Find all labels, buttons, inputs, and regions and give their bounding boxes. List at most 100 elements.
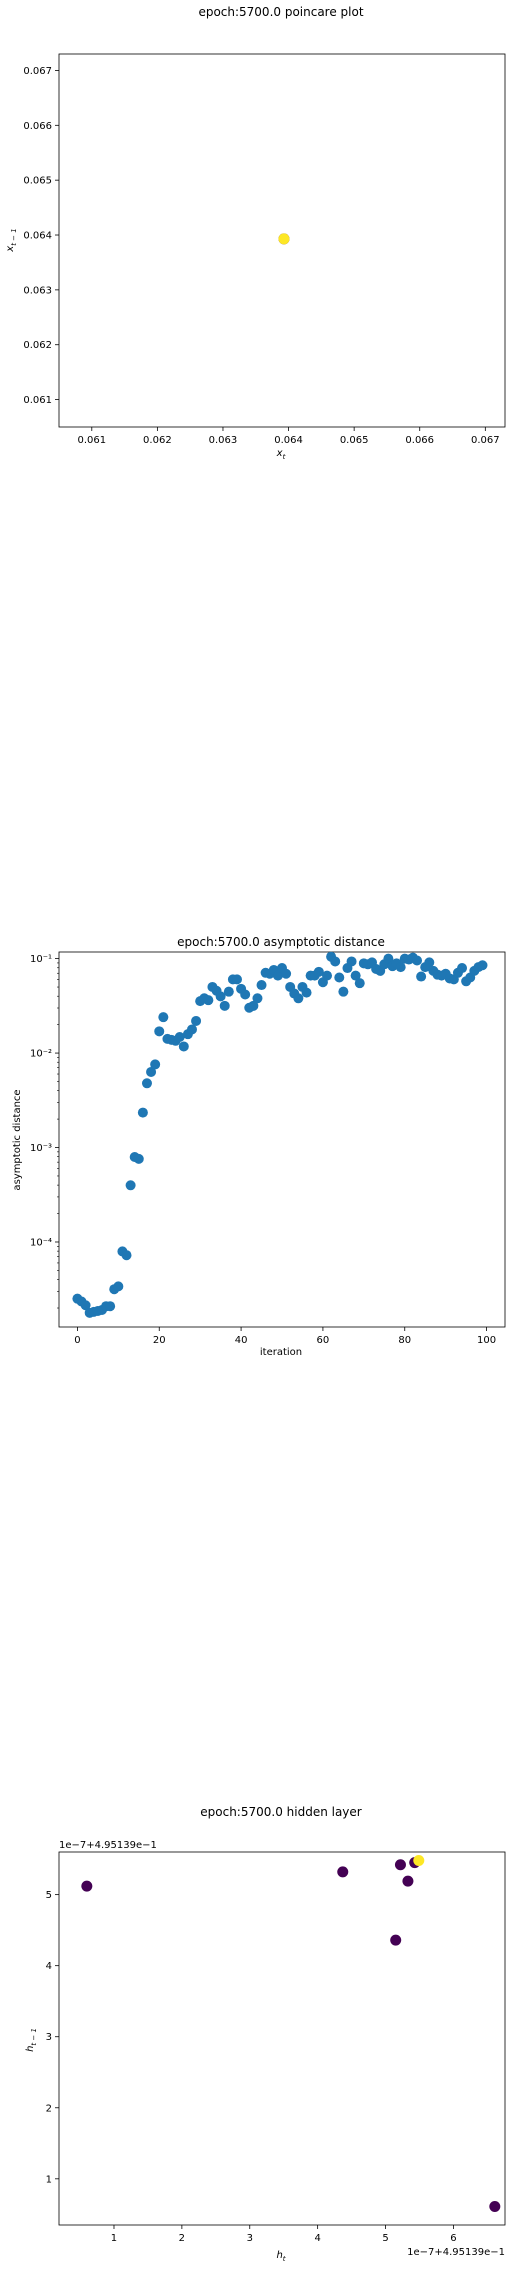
hidden-state-point bbox=[489, 2201, 501, 2213]
hidden-layer-x-axis-label: ht bbox=[276, 2250, 285, 2263]
distance-point bbox=[330, 956, 341, 967]
x-tick-label: 0.063 bbox=[209, 435, 238, 446]
distance-point bbox=[412, 955, 423, 966]
x-tick-label: 0.062 bbox=[143, 435, 172, 446]
x-tick-label: 0 bbox=[74, 1335, 80, 1346]
poincare-x-ticks: 0.061 0.062 0.063 0.064 0.065 0.066 0.067 bbox=[77, 427, 500, 446]
x-tick-label: 80 bbox=[398, 1335, 411, 1346]
y-tick-label: 1 bbox=[46, 2174, 52, 2185]
scatter-point bbox=[278, 233, 290, 245]
distance-point bbox=[174, 1032, 185, 1043]
asymptotic-points bbox=[72, 951, 488, 1318]
hidden-layer-x-ticks: 1 2 3 4 5 6 bbox=[111, 2225, 457, 2244]
y-tick-label: 2 bbox=[46, 2103, 52, 2114]
hidden-layer-title: epoch:5700.0 hidden layer bbox=[200, 1805, 362, 1819]
y-tick-label: 0.067 bbox=[23, 66, 52, 77]
distance-point bbox=[477, 960, 488, 971]
x-tick-label: 1 bbox=[111, 2233, 117, 2244]
distance-point bbox=[424, 957, 435, 968]
distance-point bbox=[105, 1301, 116, 1312]
distance-point bbox=[354, 978, 365, 989]
distance-point bbox=[248, 1000, 259, 1011]
hidden-layer-plot-area bbox=[58, 1851, 506, 2226]
distance-point bbox=[186, 1024, 197, 1035]
x-tick-label: 0.061 bbox=[77, 435, 106, 446]
distance-point bbox=[256, 980, 267, 991]
distance-point bbox=[231, 974, 242, 985]
poincare-plot-area bbox=[58, 53, 506, 428]
x-tick-label: 0.067 bbox=[471, 435, 500, 446]
hidden-layer-points bbox=[81, 1855, 501, 2213]
distance-point bbox=[125, 1180, 136, 1191]
distance-point bbox=[146, 1066, 157, 1077]
distance-point bbox=[150, 1059, 161, 1070]
distance-point bbox=[395, 962, 406, 973]
x-tick-label: 60 bbox=[317, 1335, 330, 1346]
distance-point bbox=[240, 989, 251, 1000]
y-tick-label: 10⁻¹ bbox=[30, 954, 52, 965]
x-tick-label: 4 bbox=[314, 2233, 320, 2244]
asymptotic-x-axis-label: iteration bbox=[260, 1347, 302, 1358]
distance-point bbox=[334, 972, 345, 983]
distance-point bbox=[350, 970, 361, 981]
hidden-state-point bbox=[81, 1880, 93, 1892]
distance-point bbox=[191, 1015, 202, 1026]
hidden-layer-chart: epoch:5700.0 hidden layer 1e−7+4.95139e−… bbox=[25, 1805, 506, 2263]
y-tick-label: 3 bbox=[46, 2032, 52, 2043]
hidden-state-point bbox=[402, 1875, 414, 1887]
y-tick-label: 0.064 bbox=[23, 231, 52, 242]
distance-point bbox=[313, 966, 324, 977]
y-tick-label: 10⁻² bbox=[30, 1049, 52, 1060]
x-tick-label: 3 bbox=[247, 2233, 253, 2244]
hidden-state-point bbox=[394, 1859, 406, 1871]
distance-point bbox=[178, 1041, 189, 1052]
asymptotic-y-axis-label: asymptotic distance bbox=[12, 1089, 23, 1190]
distance-point bbox=[133, 1153, 144, 1164]
distance-point bbox=[121, 1250, 132, 1261]
distance-point bbox=[154, 1026, 165, 1037]
poincare-y-ticks: 0.061 0.062 0.063 0.064 0.065 0.066 0.067 bbox=[23, 66, 59, 406]
asymptotic-y-ticks: 10⁻⁴ 10⁻³ 10⁻² 10⁻¹ bbox=[30, 954, 59, 1309]
distance-point bbox=[219, 1000, 230, 1011]
y-tick-label: 10⁻⁴ bbox=[30, 1237, 52, 1248]
x-tick-label: 40 bbox=[235, 1335, 248, 1346]
poincare-x-axis-label: xt bbox=[276, 448, 286, 461]
x-tick-label: 5 bbox=[382, 2233, 388, 2244]
x-tick-label: 20 bbox=[153, 1335, 166, 1346]
poincare-y-axis-label: xt − 1 bbox=[5, 228, 18, 252]
y-tick-label: 10⁻³ bbox=[30, 1143, 52, 1154]
hidden-state-point bbox=[337, 1866, 349, 1878]
y-tick-label: 0.066 bbox=[23, 121, 52, 132]
x-tick-label: 2 bbox=[179, 2233, 185, 2244]
distance-point bbox=[272, 970, 283, 981]
distance-point bbox=[383, 953, 394, 964]
y-tick-label: 5 bbox=[46, 1890, 52, 1901]
poincare-points bbox=[278, 233, 290, 245]
x-tick-label: 0.066 bbox=[405, 435, 434, 446]
hidden-layer-y-axis-label: ht − 1 bbox=[25, 2028, 38, 2052]
asymptotic-distance-chart: epoch:5700.0 asymptotic distance 0 20 40 60… bbox=[12, 935, 506, 1358]
asymptotic-x-ticks: 0 20 40 60 80 100 bbox=[74, 1327, 496, 1346]
hidden-layer-y-ticks: 1 2 3 4 5 bbox=[46, 1890, 59, 2185]
x-tick-label: 6 bbox=[450, 2233, 456, 2244]
distance-point bbox=[457, 963, 468, 974]
distance-point bbox=[322, 970, 333, 981]
hidden-state-point bbox=[413, 1855, 425, 1867]
y-tick-label: 0.065 bbox=[23, 176, 52, 187]
distance-point bbox=[215, 991, 226, 1002]
distance-point bbox=[223, 986, 234, 997]
hidden-state-point bbox=[390, 1934, 402, 1946]
x-tick-label: 100 bbox=[477, 1335, 496, 1346]
distance-point bbox=[203, 995, 214, 1006]
distance-point bbox=[80, 1300, 91, 1311]
distance-point bbox=[252, 993, 263, 1004]
distance-point bbox=[301, 987, 312, 998]
distance-point bbox=[293, 993, 304, 1004]
y-tick-label: 0.061 bbox=[23, 395, 52, 406]
distance-point bbox=[158, 1012, 169, 1023]
asymptotic-plot-area bbox=[58, 951, 506, 1328]
distance-point bbox=[346, 956, 357, 967]
distance-point bbox=[113, 1281, 124, 1292]
asymptotic-title: epoch:5700.0 asymptotic distance bbox=[177, 935, 385, 949]
